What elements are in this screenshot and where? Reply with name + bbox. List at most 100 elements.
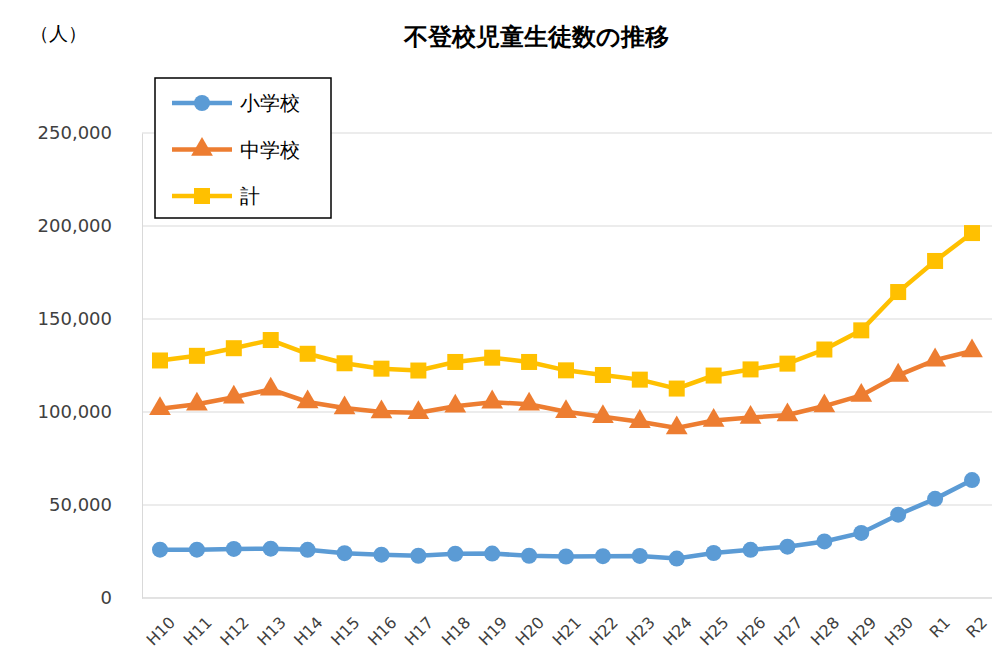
x-tick-label: H21 bbox=[549, 613, 585, 649]
data-point bbox=[924, 348, 946, 367]
x-tick-label: H14 bbox=[290, 613, 326, 649]
data-point bbox=[263, 541, 279, 557]
y-tick-label: 0 bbox=[101, 587, 112, 608]
data-point bbox=[927, 253, 943, 269]
data-point bbox=[444, 394, 466, 413]
x-tick-label: H22 bbox=[586, 613, 622, 649]
data-point bbox=[373, 361, 389, 377]
y-tick: 150,000 bbox=[38, 308, 142, 329]
y-tick-label: 100,000 bbox=[38, 401, 112, 422]
grid-line bbox=[142, 319, 992, 320]
x-tick: H20 bbox=[512, 598, 548, 649]
x-tick: R2 bbox=[962, 598, 990, 642]
data-point bbox=[779, 356, 795, 372]
series-line bbox=[160, 480, 972, 558]
data-point bbox=[890, 284, 906, 300]
x-tick-label: H20 bbox=[512, 613, 548, 649]
data-point bbox=[484, 350, 500, 366]
x-tick-label: H29 bbox=[844, 613, 880, 649]
x-tick-label: H23 bbox=[622, 613, 658, 649]
data-point bbox=[297, 389, 319, 408]
x-tick: H21 bbox=[549, 598, 585, 649]
data-point bbox=[300, 346, 316, 362]
legend-label: 中学校 bbox=[240, 138, 300, 162]
x-tick: H23 bbox=[622, 598, 658, 649]
data-point bbox=[263, 332, 279, 348]
x-tick-label: H11 bbox=[180, 613, 216, 649]
data-point bbox=[337, 545, 353, 561]
data-point bbox=[521, 354, 537, 370]
data-point bbox=[703, 408, 725, 427]
data-point bbox=[740, 405, 762, 424]
series bbox=[152, 472, 980, 566]
legend-label: 小学校 bbox=[240, 91, 300, 115]
x-tick-label: H24 bbox=[659, 613, 695, 649]
legend-marker bbox=[194, 188, 210, 204]
y-axis-line bbox=[142, 134, 143, 599]
data-point bbox=[410, 548, 426, 564]
y-tick-label: 200,000 bbox=[38, 215, 112, 236]
chart: 不登校児童生徒数の推移（人）050,000100,000150,000200,0… bbox=[0, 0, 1000, 662]
x-tick: H26 bbox=[733, 598, 769, 649]
data-point bbox=[669, 381, 685, 397]
x-tick: H27 bbox=[770, 598, 806, 649]
x-axis-line bbox=[142, 598, 992, 599]
data-point bbox=[481, 390, 503, 409]
data-point bbox=[927, 491, 943, 507]
data-point bbox=[186, 392, 208, 411]
grid-line bbox=[142, 505, 992, 506]
data-point bbox=[595, 367, 611, 383]
x-tick-label: H13 bbox=[253, 613, 289, 649]
y-tick-label: 50,000 bbox=[49, 494, 112, 515]
data-point bbox=[410, 363, 426, 379]
y-tick: 50,000 bbox=[49, 494, 142, 515]
legend-label: 計 bbox=[240, 184, 260, 208]
x-tick: H29 bbox=[844, 598, 880, 649]
x-tick-label: H17 bbox=[401, 613, 437, 649]
x-tick: H14 bbox=[290, 598, 326, 649]
data-point bbox=[447, 354, 463, 370]
x-tick-label: H30 bbox=[881, 613, 917, 649]
data-point bbox=[300, 542, 316, 558]
x-tick: H22 bbox=[586, 598, 622, 649]
plot-area bbox=[149, 225, 983, 567]
x-tick-label: H16 bbox=[364, 613, 400, 649]
x-tick-label: H10 bbox=[143, 613, 179, 649]
x-tick: H13 bbox=[253, 598, 289, 649]
data-point bbox=[850, 383, 872, 402]
data-point bbox=[334, 396, 356, 415]
data-point bbox=[226, 340, 242, 356]
data-point bbox=[669, 551, 685, 567]
x-tick-label: H19 bbox=[475, 613, 511, 649]
x-tick-label: R2 bbox=[962, 613, 990, 641]
y-tick-label: 250,000 bbox=[38, 122, 112, 143]
y-tick: 200,000 bbox=[38, 215, 142, 236]
data-point bbox=[816, 342, 832, 358]
grid-line bbox=[142, 226, 992, 227]
y-tick-label: 150,000 bbox=[38, 308, 112, 329]
data-point bbox=[777, 402, 799, 421]
x-tick: H12 bbox=[216, 598, 252, 649]
data-point bbox=[743, 361, 759, 377]
legend-box bbox=[155, 78, 331, 218]
y-tick: 0 bbox=[101, 587, 142, 608]
data-point bbox=[779, 539, 795, 555]
data-point bbox=[371, 399, 393, 418]
data-point bbox=[149, 396, 171, 415]
grid-line bbox=[142, 598, 992, 599]
data-point bbox=[743, 542, 759, 558]
x-tick: H24 bbox=[659, 598, 695, 649]
data-point bbox=[407, 400, 429, 419]
data-point bbox=[555, 399, 577, 418]
data-point bbox=[518, 392, 540, 411]
x-tick: R1 bbox=[926, 598, 954, 642]
data-point bbox=[592, 404, 614, 423]
data-point bbox=[853, 322, 869, 338]
data-point bbox=[484, 546, 500, 562]
y-tick: 250,000 bbox=[38, 122, 142, 143]
x-tick-label: H28 bbox=[807, 613, 843, 649]
data-point bbox=[337, 355, 353, 371]
data-point bbox=[558, 549, 574, 565]
x-tick-label: H18 bbox=[438, 613, 474, 649]
series bbox=[149, 338, 983, 434]
